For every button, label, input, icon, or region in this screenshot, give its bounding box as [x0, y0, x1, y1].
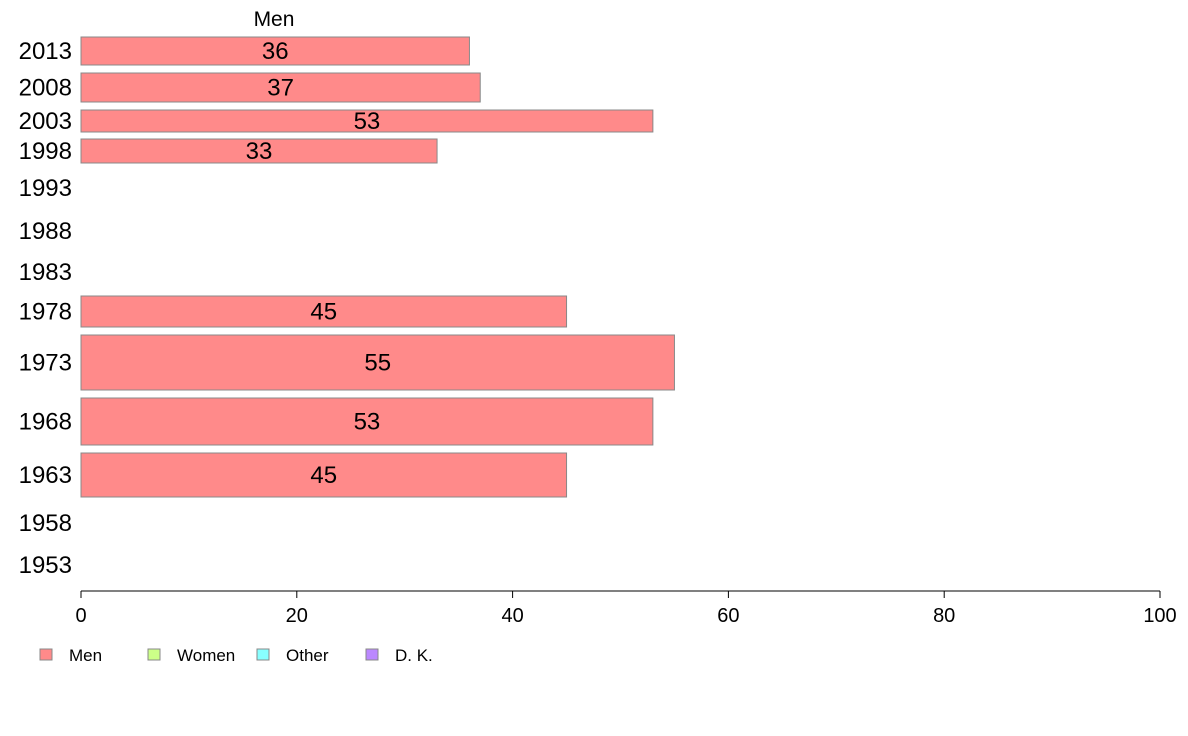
bar-value-label: 45 [310, 299, 337, 326]
legend: Men Women Other D. K. [39, 646, 433, 665]
category-label: 1963 [19, 462, 72, 489]
bar [80, 397, 654, 446]
x-axis: 0 20 40 60 80 100 [75, 590, 1177, 627]
x-tick-label: 40 [501, 605, 523, 627]
legend-swatch [147, 648, 161, 661]
bar [80, 36, 470, 66]
bar-value-label: 37 [267, 75, 294, 102]
category-label: 1978 [19, 299, 72, 326]
category-label: 1958 [19, 510, 72, 537]
category-label: 1993 [19, 175, 72, 202]
legend-label: Other [286, 646, 329, 665]
category-label: 1968 [19, 409, 72, 436]
bar [80, 452, 568, 498]
category-label: 2003 [19, 108, 72, 135]
legend-swatch [256, 648, 270, 661]
bar-value-label: 45 [310, 462, 337, 489]
legend-swatch [39, 648, 53, 661]
x-tick-label: 60 [717, 605, 739, 627]
x-tick-label: 80 [933, 605, 955, 627]
bar [80, 334, 675, 391]
bar-value-label: 55 [364, 350, 391, 377]
x-tick-label: 0 [75, 605, 86, 627]
category-label: 2013 [19, 38, 72, 65]
bar-value-label: 53 [354, 409, 381, 436]
legend-swatch [365, 648, 379, 661]
bar [80, 72, 481, 103]
x-tick-label: 100 [1143, 605, 1176, 627]
category-label: 1998 [19, 138, 72, 165]
category-label: 1953 [19, 552, 72, 579]
bar [80, 295, 568, 328]
x-tick-label: 20 [286, 605, 308, 627]
category-label: 1988 [19, 218, 72, 245]
legend-label: Men [69, 646, 102, 665]
legend-label: Women [177, 646, 235, 665]
bar-value-label: 33 [246, 138, 273, 165]
rows-group: 2013 36 2008 37 2003 53 1998 33 1993 1988 1983 1978… [19, 36, 675, 579]
category-label: 1973 [19, 350, 72, 377]
bar [80, 138, 438, 164]
legend-label: D. K. [395, 646, 433, 665]
bar-value-label: 36 [262, 38, 289, 65]
category-label: 1983 [19, 259, 72, 286]
bar [80, 109, 654, 133]
bar-value-label: 53 [354, 108, 381, 135]
category-label: 2008 [19, 75, 72, 102]
panel-title: Men [254, 8, 295, 31]
